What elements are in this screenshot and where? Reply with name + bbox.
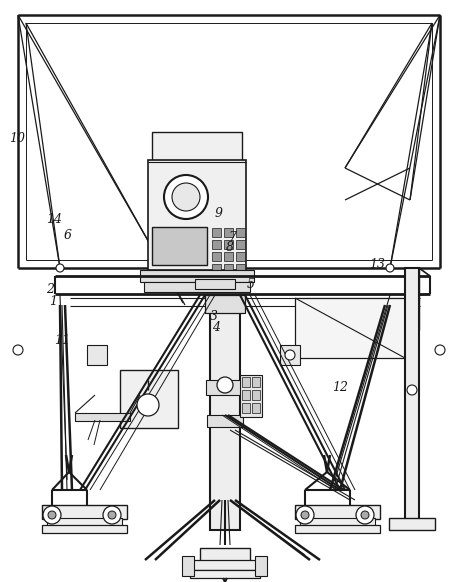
Bar (87, 345, 107, 365)
Bar (212, 264, 220, 273)
Circle shape (164, 175, 207, 219)
Bar (240, 375, 262, 417)
Bar (75, 413, 130, 421)
Text: 1: 1 (49, 295, 57, 308)
Bar (212, 240, 220, 249)
Text: 11: 11 (54, 334, 70, 347)
Bar (241, 377, 249, 387)
Bar (294, 298, 404, 358)
Circle shape (217, 377, 233, 393)
Circle shape (43, 506, 61, 524)
Text: 4: 4 (212, 321, 220, 333)
Circle shape (56, 264, 64, 272)
Bar (212, 252, 220, 261)
Bar (254, 556, 266, 576)
Circle shape (300, 511, 308, 519)
Bar (224, 252, 233, 261)
Bar (252, 377, 259, 387)
Text: 14: 14 (46, 214, 62, 226)
Bar (151, 227, 207, 265)
Bar (205, 295, 245, 313)
Bar (42, 525, 127, 533)
Text: 7: 7 (228, 231, 236, 244)
Bar (140, 270, 253, 282)
Bar (195, 279, 235, 289)
Bar (241, 403, 249, 413)
Bar (120, 370, 178, 428)
Bar (235, 228, 245, 237)
Text: 8: 8 (225, 241, 234, 254)
Text: 3: 3 (209, 310, 218, 322)
Circle shape (355, 506, 373, 524)
Bar (224, 228, 233, 237)
Circle shape (137, 394, 159, 416)
Bar (299, 518, 374, 526)
Bar (151, 132, 241, 162)
Circle shape (103, 506, 121, 524)
Text: 13: 13 (369, 258, 384, 271)
Circle shape (48, 511, 56, 519)
Bar (206, 380, 243, 395)
Circle shape (108, 511, 116, 519)
Text: 2: 2 (45, 283, 54, 296)
Circle shape (385, 264, 393, 272)
Bar (191, 560, 257, 570)
Bar (212, 228, 220, 237)
Circle shape (13, 345, 23, 355)
Bar (144, 282, 249, 292)
Circle shape (360, 511, 368, 519)
Bar (182, 556, 194, 576)
Bar (294, 505, 379, 519)
Text: 6: 6 (64, 229, 72, 242)
Bar (47, 518, 122, 526)
Bar (42, 505, 127, 519)
Circle shape (285, 350, 294, 360)
Bar (235, 264, 245, 273)
Bar (224, 264, 233, 273)
Text: 5: 5 (246, 278, 254, 290)
Circle shape (434, 345, 444, 355)
Text: 12: 12 (332, 381, 347, 393)
Text: 10: 10 (10, 132, 25, 145)
Bar (252, 403, 259, 413)
Bar (235, 252, 245, 261)
Circle shape (295, 506, 313, 524)
Circle shape (172, 183, 200, 211)
Bar (294, 525, 379, 533)
Bar (404, 268, 418, 520)
Bar (224, 240, 233, 249)
Bar (252, 390, 259, 400)
Bar (190, 570, 259, 578)
Bar (210, 295, 240, 530)
Text: 9: 9 (214, 207, 222, 220)
Bar (207, 415, 242, 427)
Bar (148, 160, 246, 270)
Circle shape (406, 385, 416, 395)
Bar (235, 240, 245, 249)
Bar (388, 518, 434, 530)
Bar (200, 548, 249, 562)
Bar (241, 390, 249, 400)
Bar (280, 345, 299, 365)
